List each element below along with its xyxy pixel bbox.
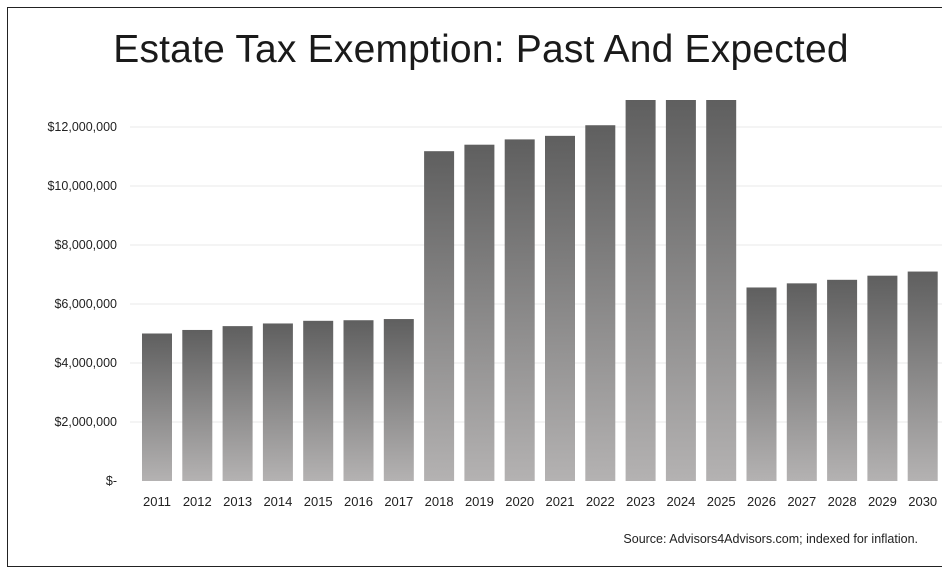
y-tick-label: $6,000,000 [54,297,117,311]
bar-2029 [867,275,898,481]
bar-2019 [464,144,495,481]
bar-2030 [907,271,938,481]
bar-2016 [343,320,374,481]
x-tick-label-2030: 2030 [908,494,937,509]
bar-2022 [585,125,616,481]
y-tick-label: $- [106,474,117,488]
bar-2017 [383,319,414,481]
bar-2015 [303,320,334,481]
bar-2028 [827,279,858,481]
x-tick-label-2018: 2018 [425,494,454,509]
x-tick-label-2012: 2012 [183,494,212,509]
bar-2020 [504,139,535,481]
bar-2023 [625,100,656,481]
chart-title: Estate Tax Exemption: Past And Expected [113,28,849,71]
y-tick-label: $12,000,000 [47,120,117,134]
y-tick-label: $10,000,000 [47,179,117,193]
bar-2025 [706,100,737,481]
bar-chart: $- $2,000,000 $4,000,000 $6,000,000 $8,000,0… [47,100,942,509]
y-tick-label: $4,000,000 [54,356,117,370]
bar-2026 [746,287,777,481]
x-tick-label-2024: 2024 [666,494,695,509]
y-tick-label: $8,000,000 [54,238,117,252]
bar-2018 [424,151,455,481]
x-tick-label-2027: 2027 [787,494,816,509]
source-note: Source: Advisors4Advisors.com; indexed f… [623,532,918,546]
bar-2014 [262,323,293,481]
x-tick-label-2029: 2029 [868,494,897,509]
bar-2013 [222,326,253,481]
bar-2027 [786,283,817,481]
x-tick-label-2028: 2028 [828,494,857,509]
y-tick-label: $2,000,000 [54,415,117,429]
bar-2024 [665,100,696,481]
x-tick-label-2017: 2017 [384,494,413,509]
bar-2011 [142,333,172,481]
x-tick-label-2016: 2016 [344,494,373,509]
x-tick-label-2022: 2022 [586,494,615,509]
bar-2021 [545,135,575,481]
x-tick-label-2011: 2011 [143,494,171,509]
x-tick-label-2019: 2019 [465,494,494,509]
x-tick-label-2021: 2021 [546,494,575,509]
x-tick-label-2015: 2015 [304,494,333,509]
x-tick-label-2025: 2025 [707,494,736,509]
x-tick-label-2014: 2014 [263,494,292,509]
x-tick-label-2013: 2013 [223,494,252,509]
x-tick-label-2023: 2023 [626,494,655,509]
x-tick-label-2020: 2020 [505,494,534,509]
bar-2012 [182,329,213,481]
x-tick-label-2026: 2026 [747,494,776,509]
